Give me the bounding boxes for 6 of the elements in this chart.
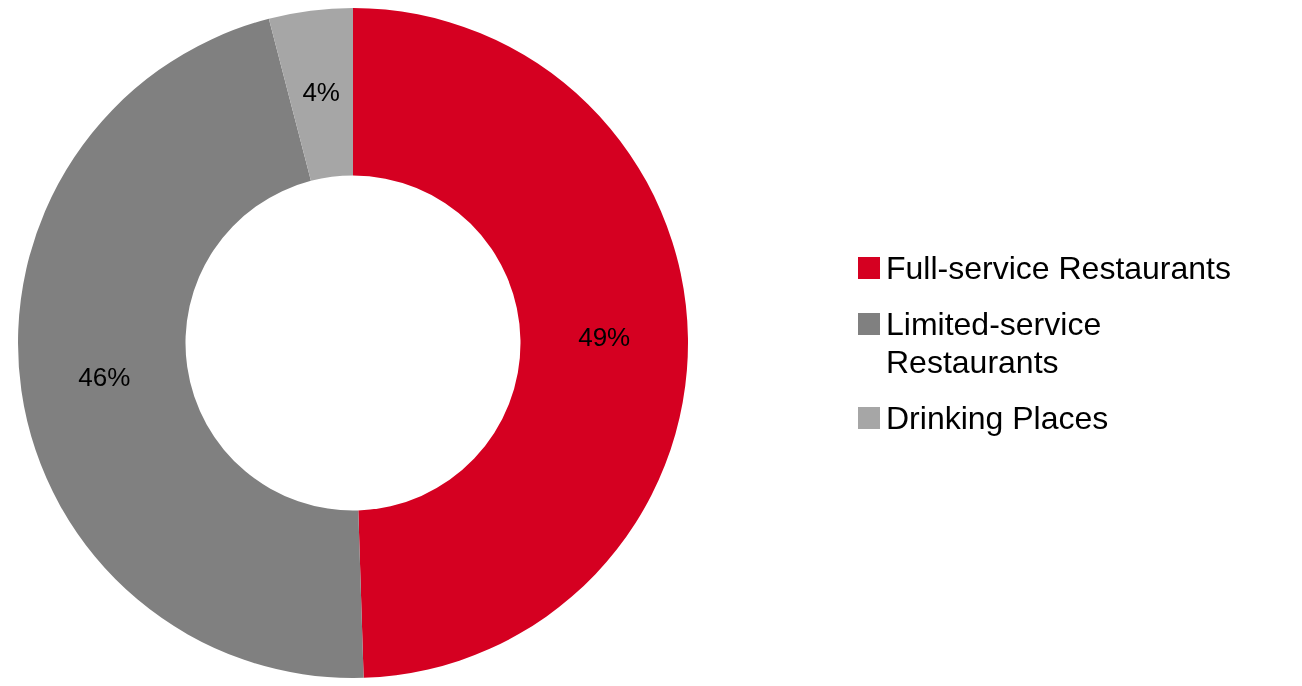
legend-label: Full-service Restaurants bbox=[886, 249, 1231, 287]
data-label: 4% bbox=[302, 76, 340, 107]
data-label: 46% bbox=[78, 361, 131, 392]
legend-label: Drinking Places bbox=[886, 399, 1110, 437]
legend-label: Limited-service Restaurants bbox=[886, 305, 1103, 381]
data-label: 49% bbox=[578, 322, 631, 353]
